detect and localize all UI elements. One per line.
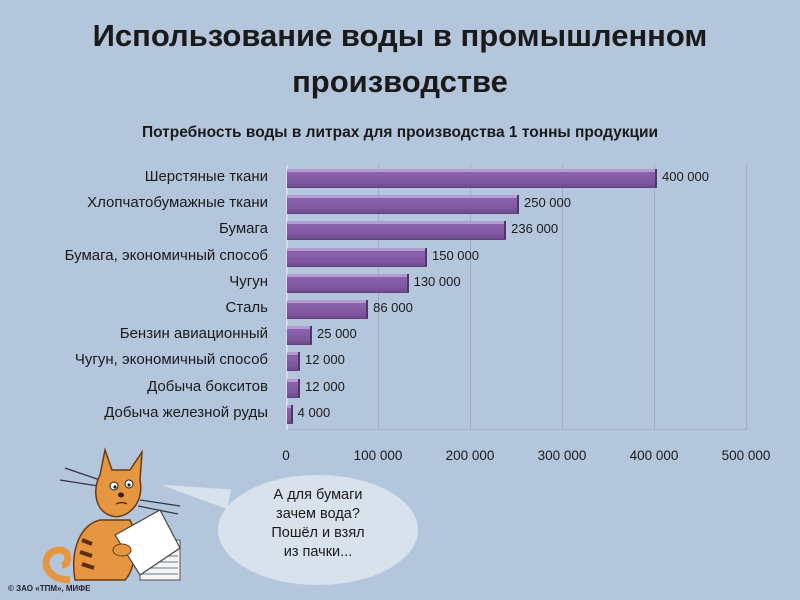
bar-value-label: 400 000 (662, 169, 709, 184)
x-tick-label: 400 000 (629, 448, 679, 463)
bar-value-label: 12 000 (305, 352, 345, 368)
bar-value-label: 150 000 (432, 247, 479, 263)
category-label: Чугун (229, 272, 268, 290)
bubble-line-2: зачем вода? (276, 506, 360, 522)
category-label: Бумага, экономичный способ (64, 246, 268, 264)
bar (287, 404, 293, 423)
gridline (654, 165, 655, 430)
bar-row: 25 000 (286, 322, 746, 348)
bar-value-label: 130 000 (413, 273, 461, 289)
category-label: Добыча бокситов (147, 377, 268, 395)
bar-row: 150 000 (286, 244, 746, 270)
bar (287, 247, 427, 266)
category-label: Хлопчатобумажные ткани (87, 194, 268, 212)
category-labels: Шерстяные ткани Хлопчатобумажные ткани Бум… (0, 165, 280, 430)
bubble-line-4: из пачки... (283, 544, 353, 560)
speech-bubble-text: А для бумаги зачем вода? Пошёл и взял из… (218, 486, 418, 562)
bar-row: 250 000 (286, 191, 746, 217)
bar-value-label: 4 000 (297, 404, 331, 420)
bar-value-label: 86 000 (373, 300, 413, 315)
category-label: Добыча железной руды (104, 403, 268, 421)
category-label: Чугун, экономичный способ (74, 351, 268, 369)
title-line-1: Использование воды в промышленном (92, 18, 708, 53)
bar (287, 221, 507, 240)
bar-row: 86 000 (286, 296, 746, 322)
bar-row: 130 000 (286, 270, 746, 296)
bubble-line-3: Пошёл и взял (271, 525, 365, 541)
gridline (378, 165, 379, 430)
x-tick-label: 100 000 (353, 448, 403, 463)
gridline (562, 165, 563, 430)
bubble-line-1: А для бумаги (273, 487, 363, 503)
bar-row: 4 000 (286, 401, 746, 427)
copyright-credit: © ЗАО «ТПМ», МИФЕ (8, 584, 91, 593)
bar (287, 273, 409, 292)
bar (287, 378, 301, 397)
bar (287, 326, 312, 345)
category-label: Шерстяные ткани (144, 168, 268, 185)
category-label: Бензин авиационный (119, 325, 268, 343)
gridline (470, 165, 471, 430)
x-tick-label: 300 000 (537, 448, 587, 463)
bar (287, 300, 369, 318)
bar-value-label: 12 000 (305, 378, 345, 394)
speech-bubble (218, 475, 418, 585)
bar-row: 12 000 (286, 375, 746, 401)
x-tick-label: 0 (282, 448, 290, 463)
bar (287, 195, 519, 214)
bar-value-label: 25 000 (317, 326, 357, 342)
bar-chart-plot-area: 400 000 250 000 236 000 150 000 130 000 86 00… (286, 165, 747, 430)
bar (287, 169, 657, 187)
chart-subtitle: Потребность воды в литрах для производст… (141, 124, 659, 141)
x-tick-label: 500 000 (721, 448, 771, 463)
category-label: Бумага (219, 220, 268, 238)
x-axis-line (286, 429, 746, 430)
x-tick-label: 200 000 (445, 448, 495, 463)
gridline (746, 165, 747, 430)
bar (287, 352, 301, 371)
bar-row: 236 000 (286, 217, 746, 243)
bar-value-label: 250 000 (524, 195, 571, 211)
bar-row: 12 000 (286, 348, 746, 374)
cat-illustration-icon (42, 447, 181, 584)
bar-value-label: 236 000 (511, 221, 559, 237)
bar-row: 400 000 (286, 165, 746, 191)
y-axis-line (286, 165, 288, 430)
category-label: Сталь (225, 299, 268, 316)
title-line-2: производстве (292, 64, 508, 99)
